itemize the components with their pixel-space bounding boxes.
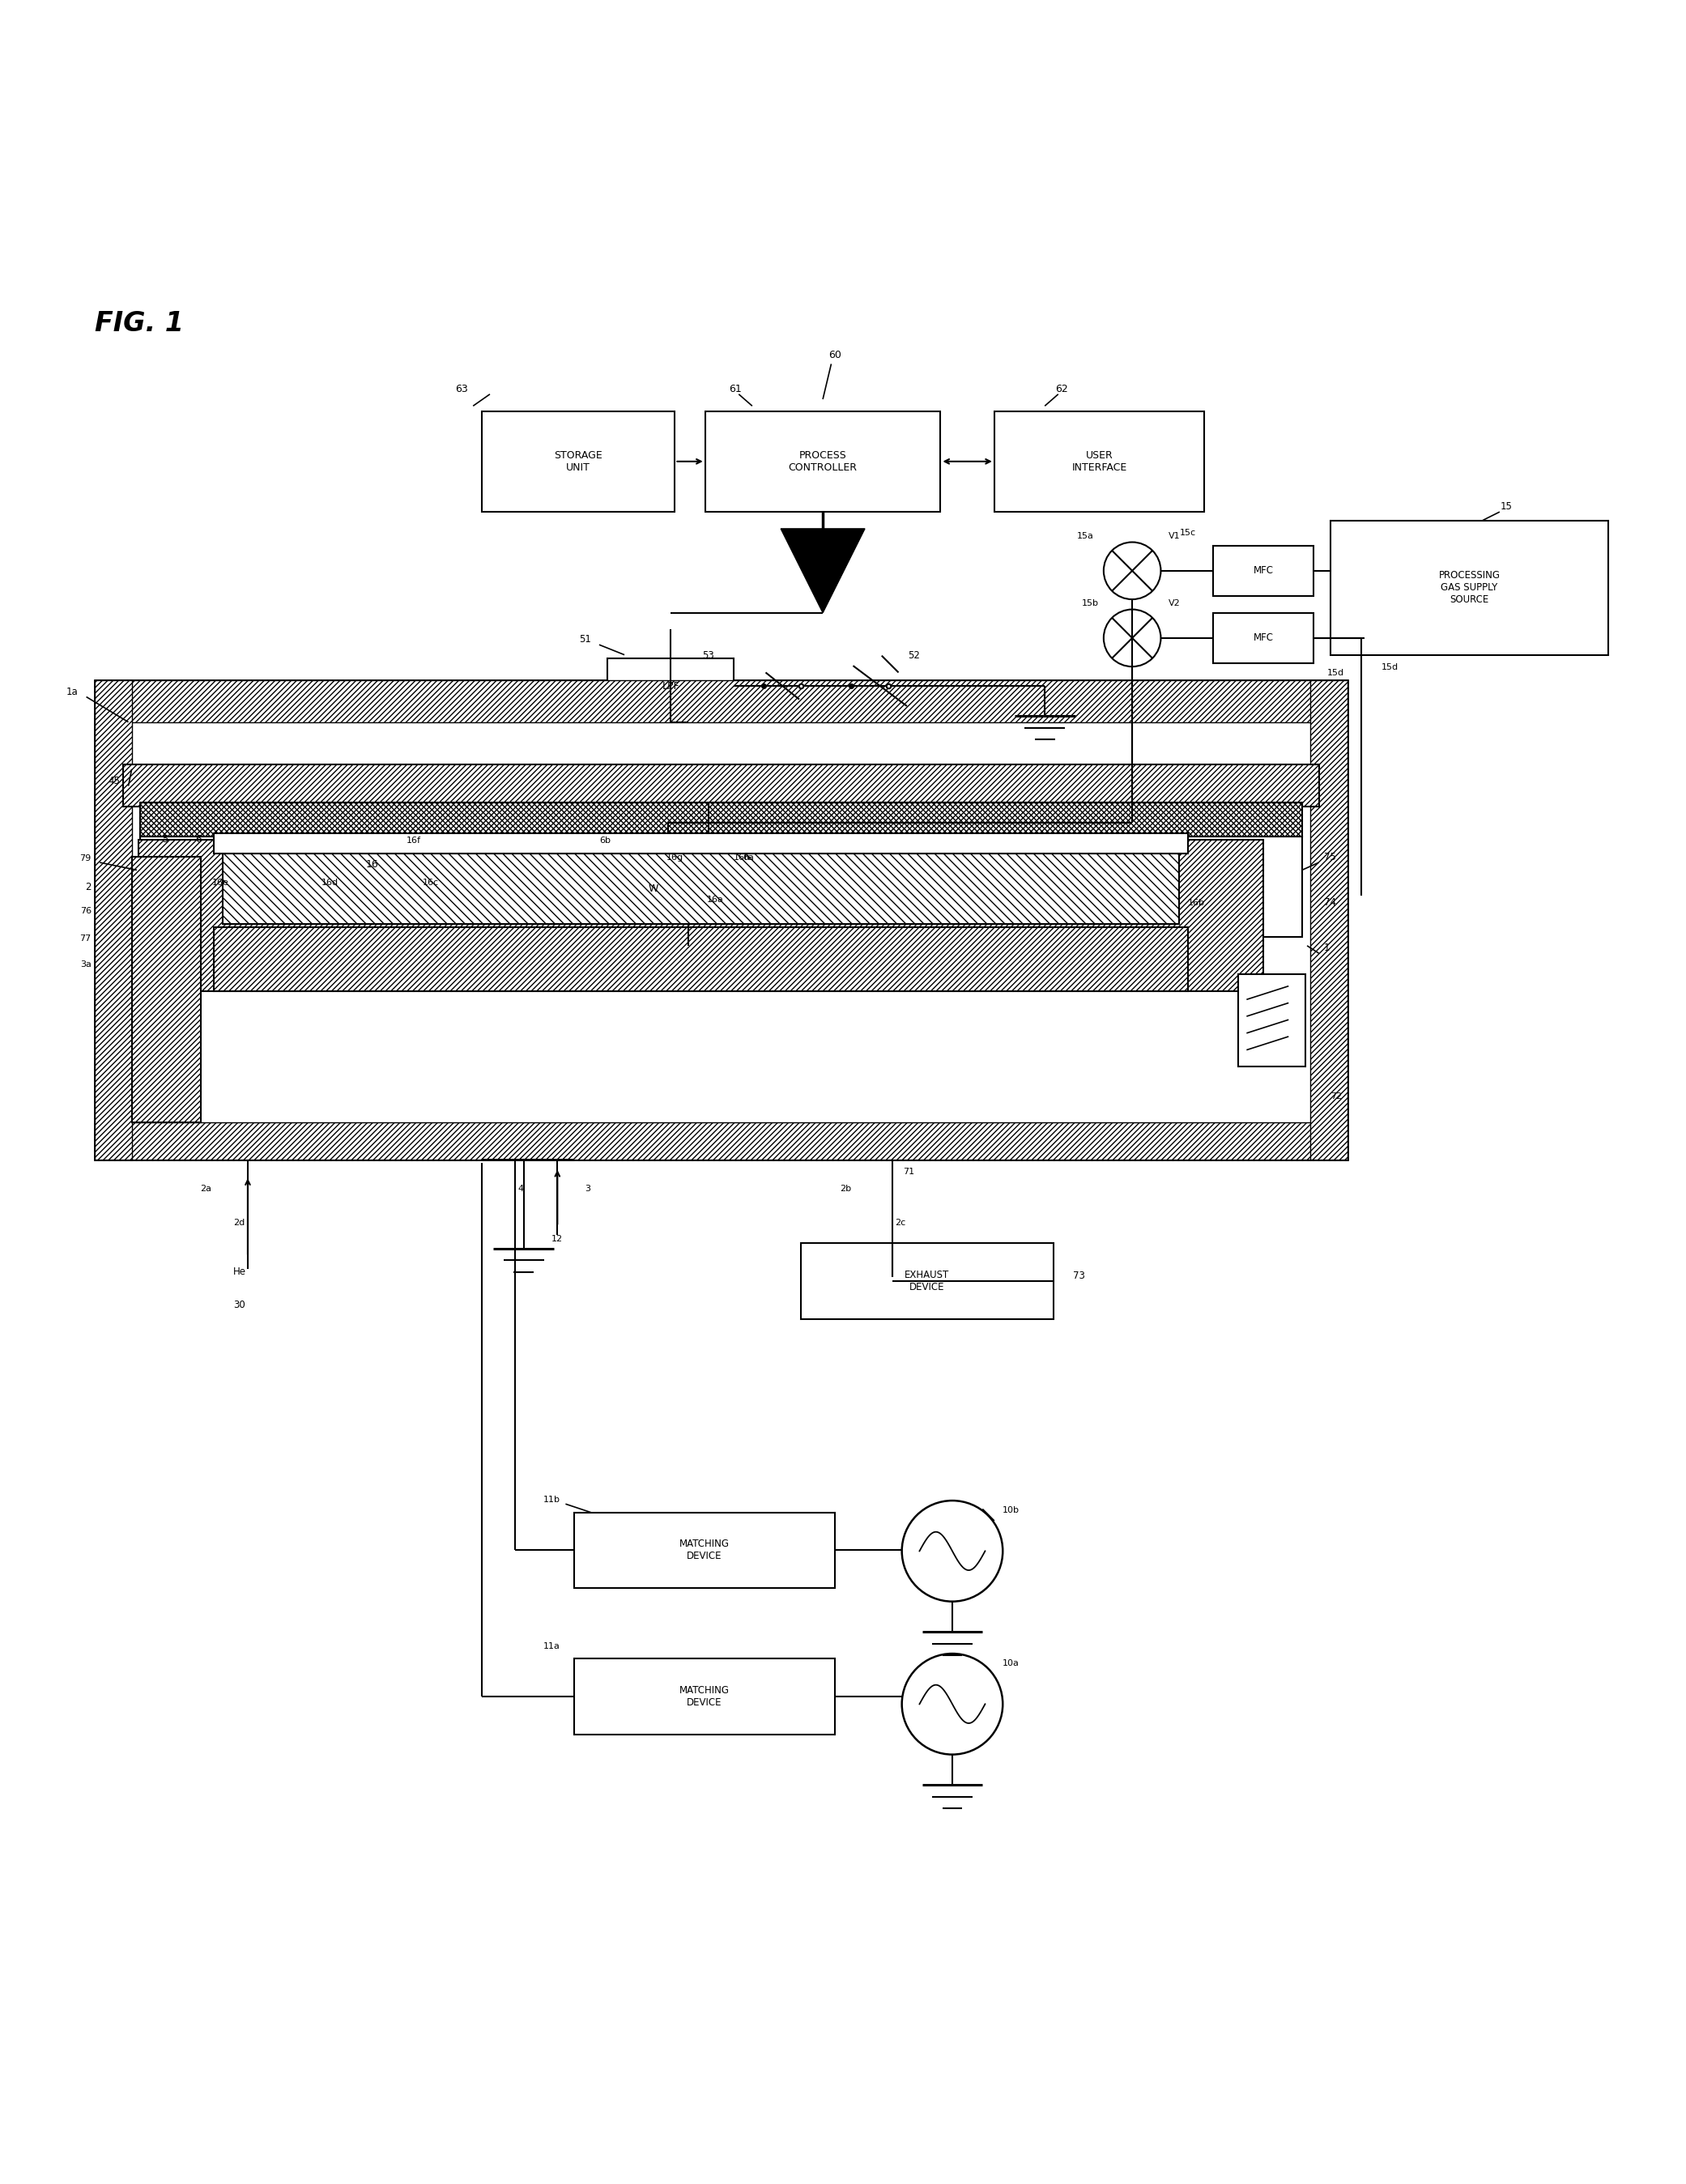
Text: 6: 6 [196,834,202,845]
Bar [1212,614,1313,664]
Text: 15d: 15d [1327,668,1344,677]
Text: 3a: 3a [81,961,91,968]
Text: 2b: 2b [840,1184,851,1192]
Text: 5: 5 [162,834,169,845]
Text: 51: 51 [578,633,590,644]
Text: 2: 2 [86,882,91,893]
Text: MFC: MFC [1253,633,1273,644]
Text: STORAGE
UNIT: STORAGE UNIT [555,450,602,472]
Text: 76: 76 [79,906,91,915]
Text: 16f: 16f [406,836,422,845]
Text: 75: 75 [1324,852,1335,863]
Text: MFC: MFC [1253,566,1273,577]
Bar [214,928,1187,992]
Text: 11b: 11b [543,1496,560,1505]
Text: 72: 72 [1330,1092,1342,1101]
Text: 71: 71 [904,1168,915,1175]
Text: W: W [647,882,658,893]
Bar [573,1511,835,1588]
Text: 30: 30 [233,1299,246,1310]
Bar [1310,679,1347,1160]
Bar [140,836,1302,937]
Text: V2: V2 [1168,601,1180,607]
Text: 52: 52 [907,651,919,662]
Text: 6a: 6a [744,854,754,863]
Bar [94,679,1347,1160]
Text: 10a: 10a [1003,1660,1020,1666]
Text: 16b: 16b [1187,900,1205,906]
Text: 1a: 1a [66,686,78,697]
Text: 1: 1 [1324,943,1330,952]
Text: LPF: LPF [663,681,679,690]
Text: 77: 77 [79,935,91,943]
Text: 16e: 16e [212,878,229,887]
Text: 2a: 2a [201,1184,211,1192]
Text: 74: 74 [1324,898,1335,909]
Bar [123,764,1318,806]
Text: 15a: 15a [1077,533,1094,539]
Text: 16h: 16h [733,854,750,863]
Text: V1: V1 [1168,533,1180,539]
Text: 16a: 16a [706,895,723,904]
Text: 79: 79 [79,854,91,863]
Text: MATCHING
DEVICE: MATCHING DEVICE [679,1686,730,1708]
Bar [214,832,1187,854]
Text: 2c: 2c [895,1219,905,1227]
Bar [140,804,1302,836]
Bar [94,1123,1347,1160]
Bar [94,679,1347,723]
Text: 62: 62 [1055,384,1067,393]
Text: 53: 53 [703,651,715,662]
Text: 10b: 10b [1003,1507,1020,1514]
Bar [138,841,1263,992]
Text: 63: 63 [455,384,469,393]
Bar [1238,974,1305,1066]
Text: 12: 12 [551,1236,563,1243]
Text: FIG. 1: FIG. 1 [94,310,184,336]
Bar [995,411,1204,511]
Text: EXHAUST
DEVICE: EXHAUST DEVICE [905,1269,949,1293]
Text: 45: 45 [108,775,120,786]
Bar [482,411,674,511]
Bar [132,856,201,1123]
Text: 15: 15 [1501,502,1512,511]
Text: 15c: 15c [1180,529,1195,537]
Text: 16d: 16d [322,878,339,887]
Bar [223,854,1179,924]
Bar [705,411,941,511]
Text: 16: 16 [366,860,379,869]
Text: 61: 61 [728,384,742,393]
Text: 15b: 15b [1082,601,1099,607]
Text: 3: 3 [585,1184,590,1192]
Text: 16g: 16g [666,854,683,863]
Text: 2d: 2d [234,1219,244,1227]
Bar [1330,520,1608,655]
Text: 16c: 16c [423,878,438,887]
Text: 60: 60 [828,349,841,360]
Text: 4: 4 [518,1184,523,1192]
Text: MATCHING
DEVICE: MATCHING DEVICE [679,1540,730,1562]
Bar [1212,546,1313,596]
Bar [573,1658,835,1734]
Text: 11a: 11a [543,1642,560,1651]
Bar [607,657,733,714]
Text: USER
INTERFACE: USER INTERFACE [1072,450,1126,472]
Text: 73: 73 [1074,1271,1086,1282]
Text: PROCESS
CONTROLLER: PROCESS CONTROLLER [789,450,856,472]
Bar [801,1243,1054,1319]
Text: 6b: 6b [600,836,610,845]
Text: He: He [233,1267,246,1278]
Text: PROCESSING
GAS SUPPLY
SOURCE: PROCESSING GAS SUPPLY SOURCE [1438,570,1501,605]
Polygon shape [781,529,865,614]
Text: 15d: 15d [1381,664,1398,673]
Bar [94,679,132,1160]
